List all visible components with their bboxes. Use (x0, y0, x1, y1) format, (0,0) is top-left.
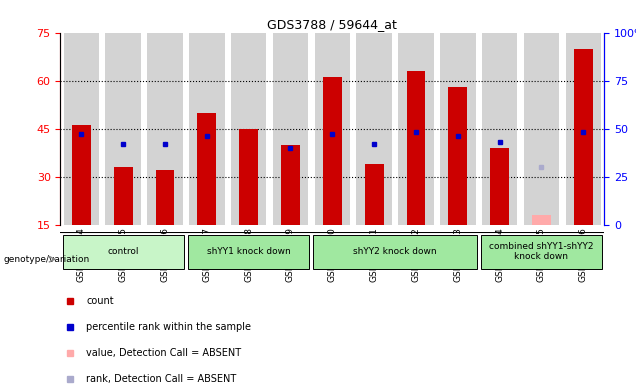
FancyBboxPatch shape (314, 235, 476, 269)
FancyBboxPatch shape (188, 235, 309, 269)
Bar (239, 129, 258, 225)
Bar (532, 215, 551, 225)
Text: value, Detection Call = ABSENT: value, Detection Call = ABSENT (86, 348, 242, 358)
Bar (114, 167, 132, 225)
Text: count: count (86, 296, 114, 306)
FancyBboxPatch shape (481, 235, 602, 269)
Bar (356, 33, 392, 225)
Bar (398, 33, 434, 225)
Bar (565, 33, 601, 225)
Bar (147, 33, 183, 225)
Text: shYY1 knock down: shYY1 knock down (207, 247, 291, 256)
Text: shYY2 knock down: shYY2 knock down (353, 247, 437, 256)
Bar (231, 33, 266, 225)
Bar (406, 71, 425, 225)
Bar (106, 33, 141, 225)
Bar (448, 87, 467, 225)
Bar (197, 113, 216, 225)
Bar (189, 33, 225, 225)
Text: genotype/variation: genotype/variation (3, 255, 90, 264)
Bar (72, 126, 91, 225)
Bar (364, 164, 384, 225)
Text: percentile rank within the sample: percentile rank within the sample (86, 322, 251, 332)
Text: control: control (107, 247, 139, 256)
Bar (64, 33, 99, 225)
Text: combined shYY1-shYY2
knock down: combined shYY1-shYY2 knock down (489, 242, 594, 261)
Bar (281, 145, 300, 225)
Bar (523, 33, 559, 225)
Bar (315, 33, 350, 225)
Title: GDS3788 / 59644_at: GDS3788 / 59644_at (267, 18, 398, 31)
Bar (574, 49, 593, 225)
FancyBboxPatch shape (62, 235, 184, 269)
Bar (440, 33, 476, 225)
Bar (490, 148, 509, 225)
Bar (482, 33, 518, 225)
Bar (273, 33, 308, 225)
Text: rank, Detection Call = ABSENT: rank, Detection Call = ABSENT (86, 374, 237, 384)
Bar (156, 170, 174, 225)
Bar (323, 78, 342, 225)
